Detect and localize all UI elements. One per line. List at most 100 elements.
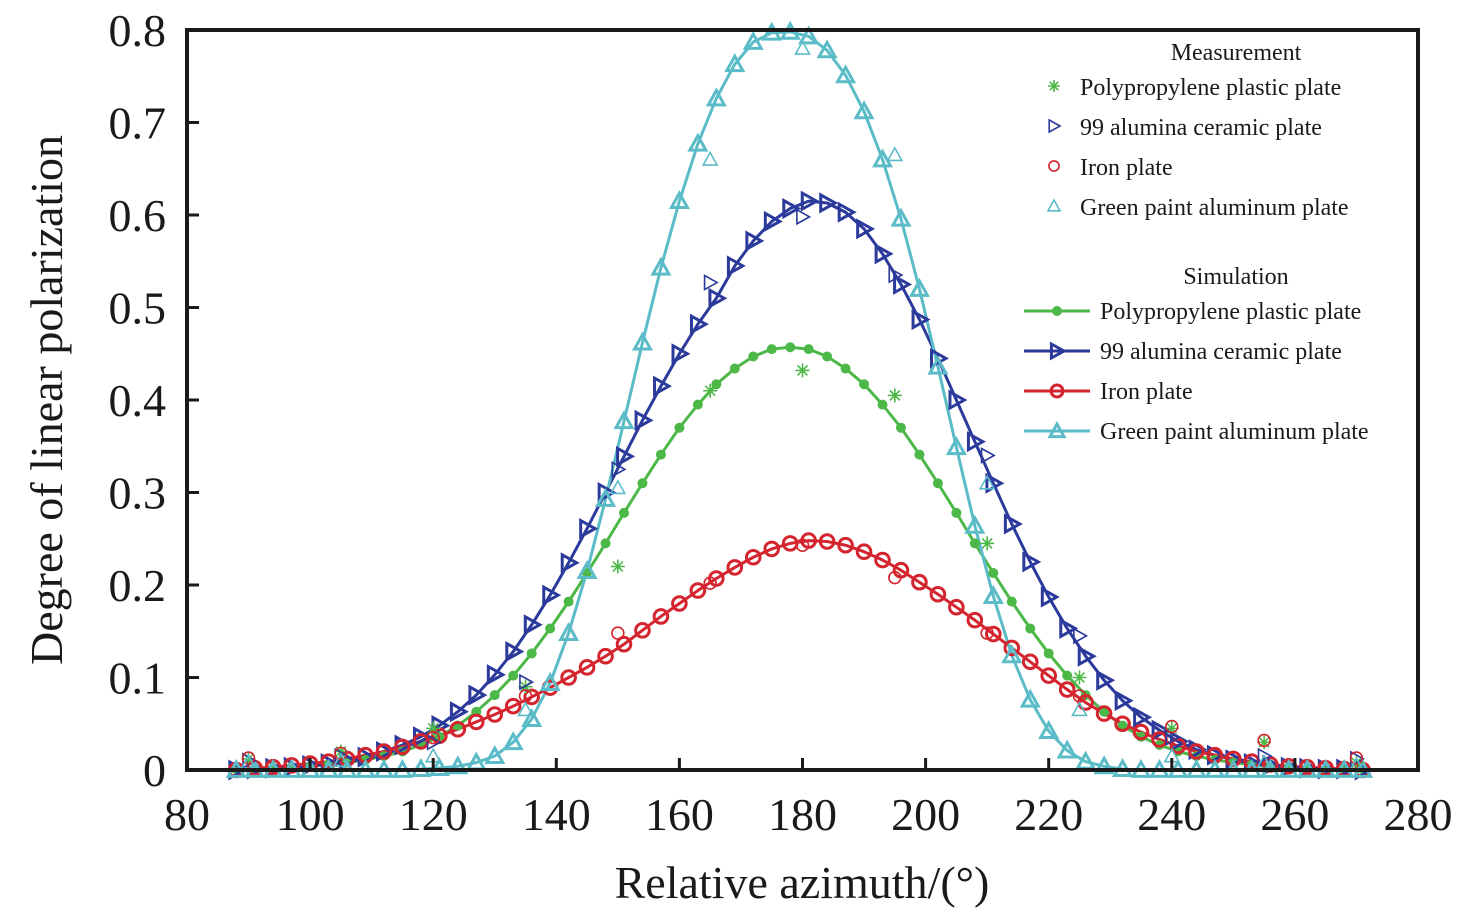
simulation-point [523,688,540,706]
legend-simulation-entries: Polypropylene plastic plate 99 alumina ce… [1024,299,1369,445]
y-tick-label: 0.1 [109,653,167,704]
simulation-point [835,64,857,84]
y-tick-label: 0.8 [109,5,167,56]
simulation-point [1059,617,1079,640]
measurement-point [886,146,904,162]
simulation-point [560,669,577,686]
simulation-point [1096,669,1116,691]
simulation-point [600,538,611,549]
simulation-point [283,757,300,774]
legend-simulation-marker [1052,306,1062,316]
legend-measurement-marker [1046,198,1062,212]
simulation-point [877,399,888,410]
y-tick-label: 0 [143,745,166,796]
simulation-point [798,25,820,45]
simulation-point [818,533,836,550]
simulation-point [744,548,762,566]
simulation-point [687,132,709,152]
simulation-point [1093,755,1115,775]
simulation-point [468,684,488,706]
measurement-point [609,479,627,495]
simulation-point [1169,737,1187,755]
simulation-point [1003,639,1021,657]
simulation-point [822,351,833,362]
legend-measurement-label: Polypropylene plastic plate [1080,75,1341,101]
simulation-point [578,659,596,676]
simulation-point [948,389,968,411]
simulation-point [579,518,599,540]
simulation-point [948,598,965,616]
simulation-point [634,622,651,639]
simulation-point [1114,690,1134,712]
simulation-point [1040,667,1057,684]
legend-measurement-label: Green paint aluminum plate [1080,195,1349,221]
legend-simulation-marker [1049,383,1065,399]
measurement-point [426,730,440,745]
legend-measurement-marker [1048,80,1060,92]
measurement-point [1165,719,1179,734]
simulation-point [929,585,947,603]
simulation-point [1188,743,1205,760]
legend-measurement-label: Iron plate [1080,155,1173,181]
simulation-point [800,190,820,212]
measurement-point [611,461,627,478]
simulation-point [652,608,670,625]
simulation-point [816,39,838,59]
measurement-point [796,208,812,226]
simulation-point [542,584,562,606]
x-tick-label: 160 [645,789,714,840]
measurement-point [703,576,717,590]
simulation-point [502,731,524,751]
simulation-point [1038,720,1060,740]
simulation-point [1022,551,1042,573]
measurement-point [794,39,811,55]
simulation-point [1117,720,1128,731]
x-axis-ticks: 80 100 120 140 160 180 200 220 240 260 280 [164,758,1453,840]
simulation-point [505,641,525,663]
simulation-point [375,743,393,760]
simulation-point [1058,681,1076,698]
simulation-point [951,507,962,518]
legend-simulation-label: 99 alumina ceramic plate [1100,339,1342,365]
simulation-point [613,410,635,430]
simulation-point [932,478,943,489]
simulation-point [674,422,685,433]
legend-simulation-marker [1049,341,1068,361]
simulation-point [874,243,894,265]
simulation-point [1133,706,1153,728]
simulation-point [1025,623,1036,634]
simulation-point [729,363,740,374]
measurement-point [978,474,996,490]
simulation-point [724,53,746,73]
simulation-point [1062,670,1073,681]
simulation-point [1056,739,1078,759]
measurement-point [610,559,625,574]
simulation-point [745,230,765,252]
simulation-point [504,697,522,715]
simulation-point [853,100,875,120]
simulation-point [1225,750,1242,768]
measurement-point [611,626,625,640]
measurement-point [426,733,442,751]
simulation-point [449,721,467,738]
simulation-point [890,207,912,227]
simulation-point [655,449,666,460]
simulation-point [539,671,561,691]
simulation-point [1003,513,1023,535]
measurement-point [1165,729,1181,746]
simulation-point [908,277,930,297]
simulation-point [484,745,506,765]
simulation-point [671,343,691,365]
simulation-point [969,538,980,549]
simulation-point [982,585,1004,604]
measurement-point [519,673,535,691]
simulation-line-2 [236,539,1363,772]
y-tick-label: 0.4 [109,375,167,426]
measurement-point [980,626,994,640]
y-axis-ticks: 0 0.1 0.2 0.3 0.4 0.5 0.6 0.7 0.8 [109,5,199,796]
legend-simulation-label: Iron plate [1100,379,1193,405]
simulation-point [467,713,485,731]
measurement-point [980,536,995,551]
measurement-point [334,746,348,761]
measurement-point [1072,670,1087,685]
